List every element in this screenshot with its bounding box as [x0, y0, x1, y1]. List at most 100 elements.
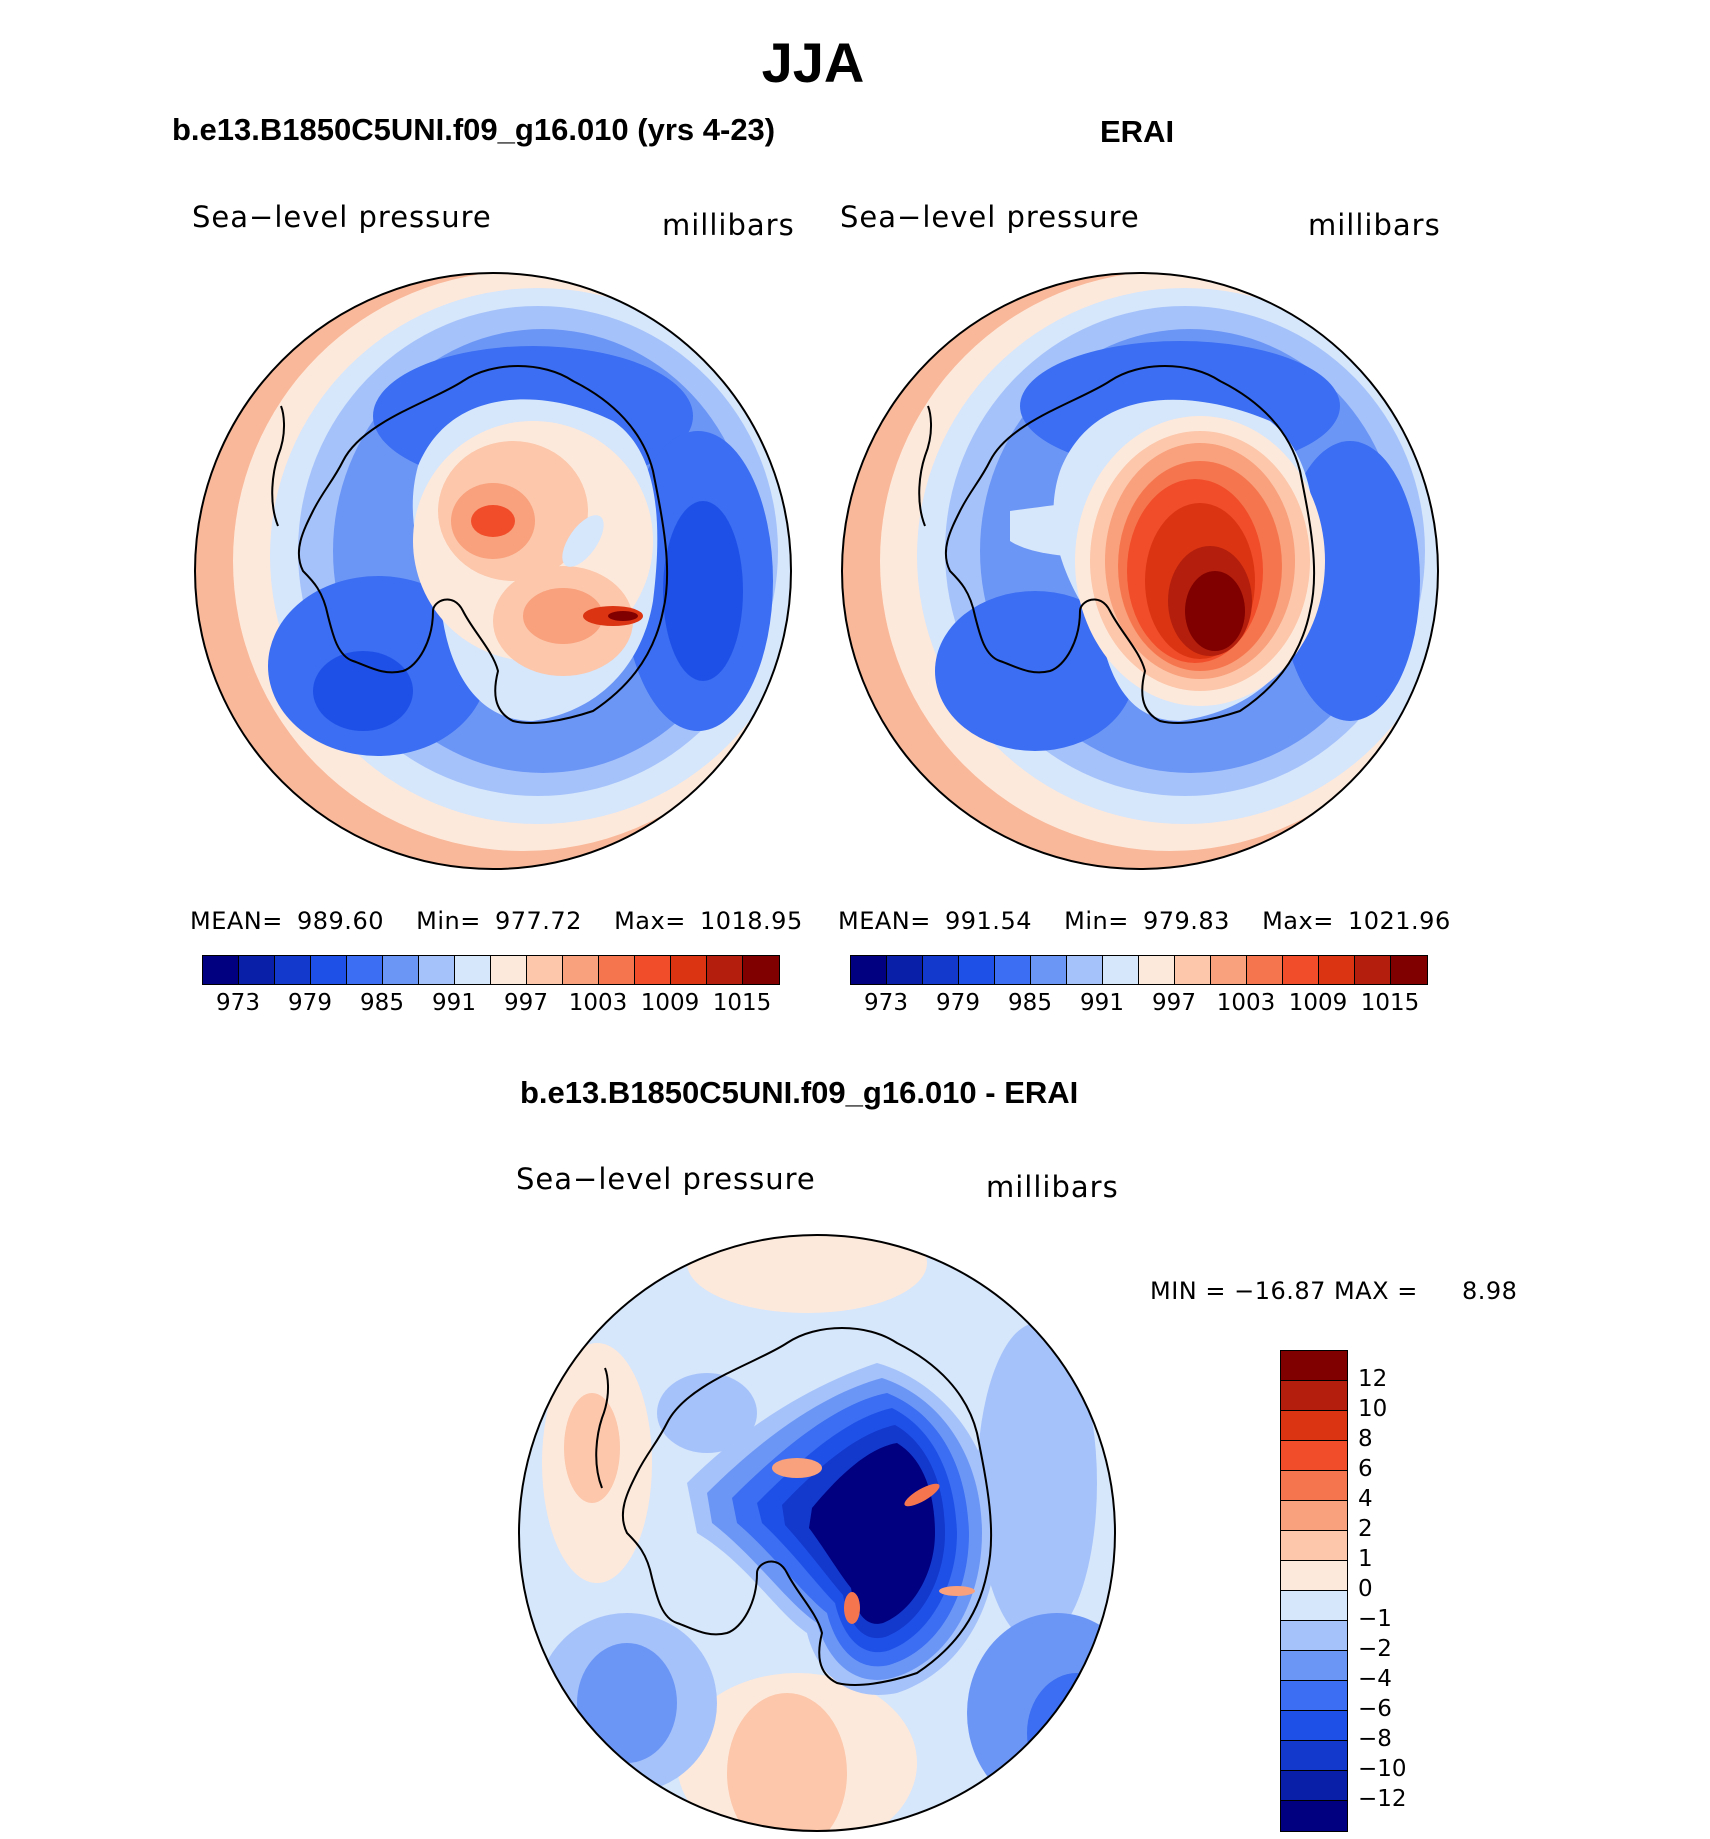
panel-diff-units-label: millibars: [986, 1170, 1119, 1204]
colorbar-tick-label: 1015: [712, 990, 772, 1016]
colorbar-swatch: [1281, 1501, 1347, 1531]
colorbar-tick-label: 2: [1358, 1516, 1373, 1542]
mean-value: 991.54: [945, 907, 1032, 935]
colorbar-tick-label: −6: [1358, 1696, 1392, 1722]
colorbar-swatch: [1281, 1681, 1347, 1711]
colorbar-tick-label: 985: [360, 990, 404, 1016]
colorbar-swatch: [1067, 956, 1103, 984]
colorbar-swatch: [563, 956, 599, 984]
colorbar-tick-label: 10: [1358, 1396, 1388, 1422]
colorbar-tick-label: 1: [1358, 1546, 1373, 1572]
colorbar-swatch: [1281, 1351, 1347, 1381]
colorbar-swatch: [1281, 1711, 1347, 1741]
panel-model-units-label: millibars: [662, 208, 795, 242]
colorbar-swatch: [923, 956, 959, 984]
colorbar-tick-label: 997: [1152, 990, 1196, 1016]
max-value: 1021.96: [1347, 907, 1451, 935]
colorbar-swatch: [1281, 1801, 1347, 1831]
colorbar-swatch: [1281, 1741, 1347, 1771]
colorbar-swatch: [743, 956, 779, 984]
colorbar-tick-label: 973: [216, 990, 260, 1016]
panel-model-title: b.e13.B1850C5UNI.f09_g16.010 (yrs 4-23): [172, 112, 776, 147]
colorbar-swatch: [1281, 1411, 1347, 1441]
colorbar-swatch: [1281, 1561, 1347, 1591]
panel-model-stats: MEAN= 989.60 Min= 977.72 Max= 1018.95: [190, 907, 803, 935]
max-value: 8.98: [1462, 1277, 1518, 1305]
min-label: Min=: [1064, 907, 1129, 935]
colorbar-swatch: [887, 956, 923, 984]
mean-value: 989.60: [297, 907, 384, 935]
colorbar-swatch: [1281, 1531, 1347, 1561]
colorbar-swatch: [311, 956, 347, 984]
max-label: Max=: [614, 907, 686, 935]
panel-erai-title: ERAI: [1100, 114, 1175, 149]
mean-label: MEAN=: [838, 907, 931, 935]
colorbar-tick-label: 1015: [1360, 990, 1420, 1016]
colorbar-swatch: [275, 956, 311, 984]
panel-diff-variable-label: Sea−level pressure: [516, 1162, 816, 1196]
colorbar-swatch: [1281, 1441, 1347, 1471]
colorbar-swatch: [419, 956, 455, 984]
colorbar-swatch: [851, 956, 887, 984]
colorbar-swatch: [1031, 956, 1067, 984]
colorbar-swatch: [707, 956, 743, 984]
panel-diff-title: b.e13.B1850C5UNI.f09_g16.010 - ERAI: [520, 1075, 1079, 1110]
colorbar-tick-label: 12: [1358, 1366, 1388, 1392]
colorbar-tick-label: 4: [1358, 1486, 1373, 1512]
figure-title: JJA: [761, 31, 865, 94]
colorbar-swatch: [1355, 956, 1391, 984]
colorbar-tick-label: 997: [504, 990, 548, 1016]
colorbar-swatch: [1283, 956, 1319, 984]
colorbar-swatch: [1281, 1591, 1347, 1621]
colorbar-tick-label: 1003: [1216, 990, 1276, 1016]
panel-diff-map: [518, 1234, 1116, 1832]
colorbar-swatch: [599, 956, 635, 984]
colorbar-tick-label: 979: [936, 990, 980, 1016]
colorbar-swatch: [455, 956, 491, 984]
colorbar-swatch: [1281, 1381, 1347, 1411]
colorbar-tick-label: 979: [288, 990, 332, 1016]
panel-erai-units-label: millibars: [1308, 208, 1441, 242]
min-value: 977.72: [494, 907, 582, 935]
panel-diff-colorbar: [1280, 1350, 1348, 1832]
colorbar-swatch: [635, 956, 671, 984]
colorbar-tick-label: −4: [1358, 1666, 1392, 1692]
colorbar-tick-label: 991: [1080, 990, 1124, 1016]
colorbar-swatch: [671, 956, 707, 984]
colorbar-tick-label: 985: [1008, 990, 1052, 1016]
colorbar-swatch: [383, 956, 419, 984]
colorbar-tick-label: 1009: [640, 990, 700, 1016]
panel-model-colorbar: [202, 955, 780, 985]
colorbar-swatch: [1281, 1771, 1347, 1801]
max-label: Max=: [1262, 907, 1334, 935]
colorbar-tick-label: −2: [1358, 1636, 1392, 1662]
min-max-text: MIN = −16.87 MAX =: [1150, 1277, 1418, 1305]
colorbar-tick-label: 991: [432, 990, 476, 1016]
colorbar-swatch: [1281, 1471, 1347, 1501]
colorbar-swatch: [1103, 956, 1139, 984]
colorbar-swatch: [959, 956, 995, 984]
colorbar-tick-label: 0: [1358, 1576, 1373, 1602]
panel-erai-colorbar: [850, 955, 1428, 985]
panel-erai-map: [841, 272, 1439, 870]
colorbar-swatch: [1319, 956, 1355, 984]
colorbar-swatch: [995, 956, 1031, 984]
min-label: Min=: [416, 907, 481, 935]
colorbar-tick-label: −10: [1358, 1756, 1407, 1782]
colorbar-swatch: [491, 956, 527, 984]
colorbar-swatch: [1391, 956, 1427, 984]
panel-diff-stats: MIN = −16.87 MAX = 8.98: [1150, 1277, 1517, 1305]
colorbar-swatch: [347, 956, 383, 984]
max-value: 1018.95: [699, 907, 803, 935]
colorbar-tick-label: −1: [1358, 1606, 1392, 1632]
colorbar-swatch: [1175, 956, 1211, 984]
panel-erai-variable-label: Sea−level pressure: [840, 200, 1140, 234]
mean-label: MEAN=: [190, 907, 283, 935]
colorbar-tick-label: 1003: [568, 990, 628, 1016]
colorbar-swatch: [1211, 956, 1247, 984]
min-value: 979.83: [1142, 907, 1230, 935]
colorbar-tick-label: 6: [1358, 1456, 1373, 1482]
colorbar-swatch: [1281, 1621, 1347, 1651]
colorbar-tick-label: 973: [864, 990, 908, 1016]
colorbar-swatch: [1281, 1651, 1347, 1681]
